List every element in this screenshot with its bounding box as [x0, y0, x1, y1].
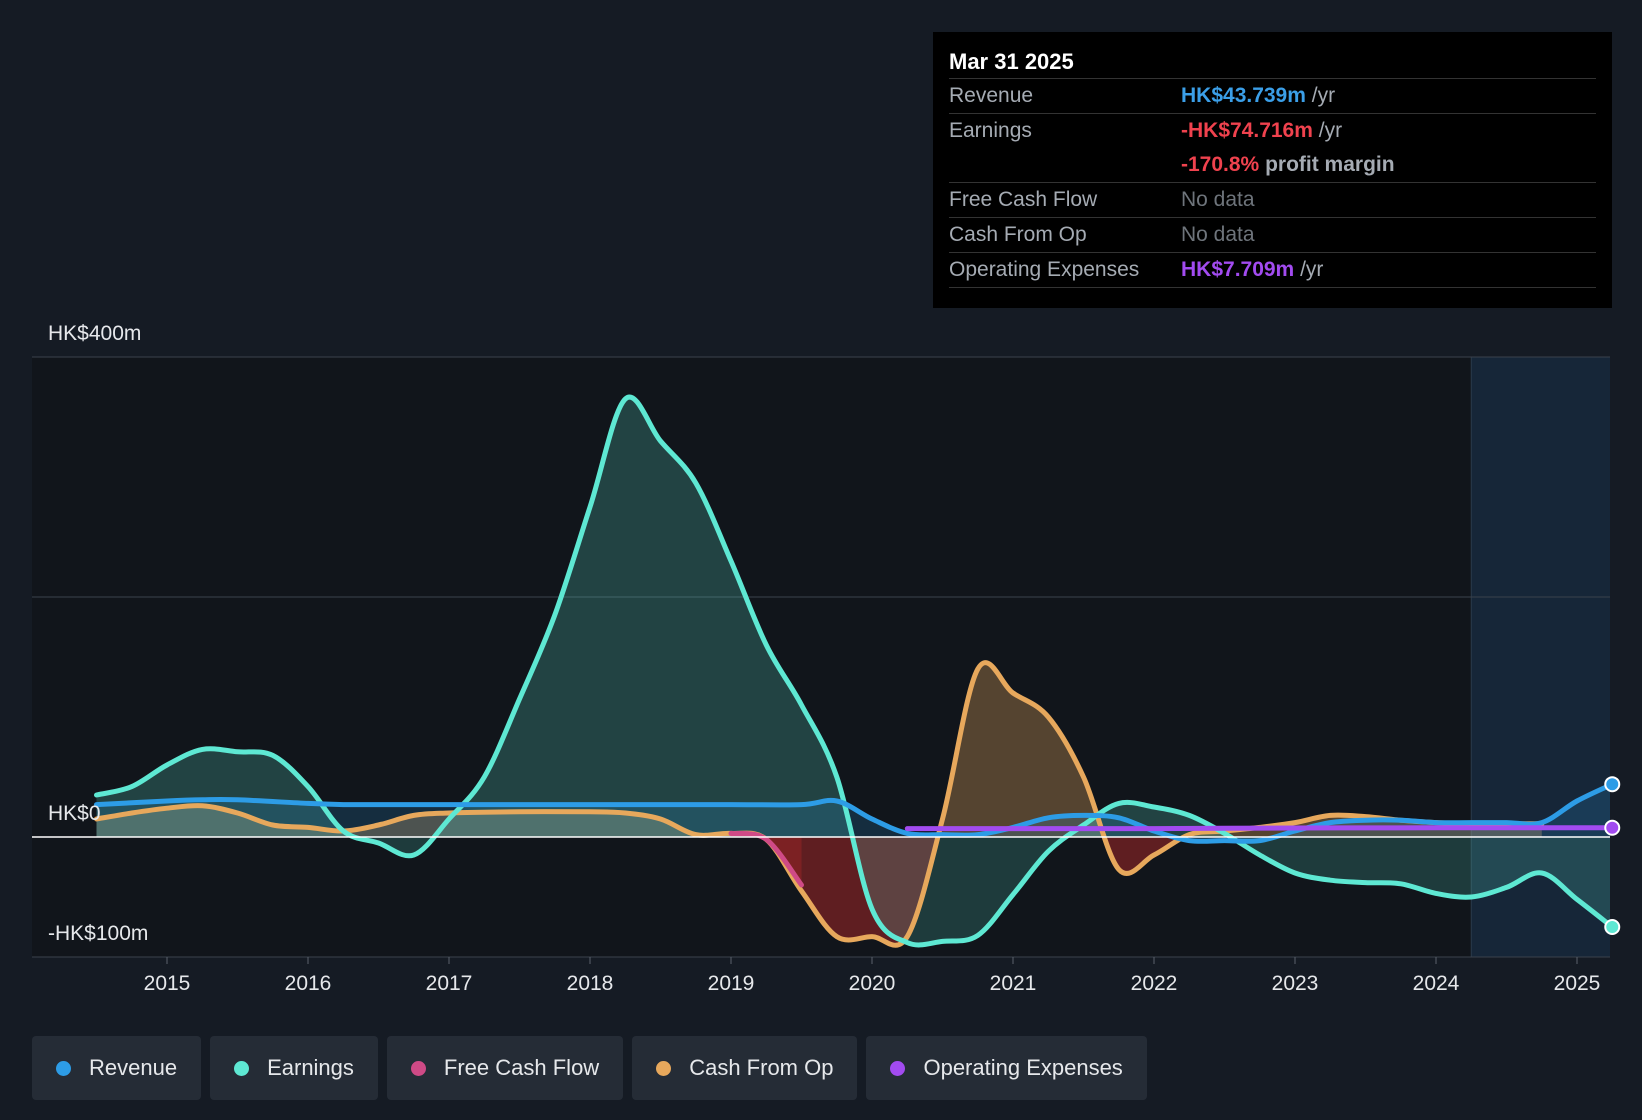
opex-value: HK$7.709m — [1181, 258, 1295, 281]
series-lines — [32, 394, 1615, 948]
x-tick-label-2019: 2019 — [708, 972, 755, 995]
legend-label-earnings: Earnings — [267, 1055, 354, 1080]
area-cash-from-op-negative — [96, 837, 1542, 946]
tooltip-date: Mar 31 2025 — [949, 46, 1596, 79]
margin-text: profit margin — [1265, 153, 1395, 176]
y-label-top: HK$400m — [48, 322, 141, 345]
x-tick-label-2016: 2016 — [285, 972, 332, 995]
opex-label: Operating Expenses — [949, 258, 1140, 281]
cash-from-op-dot-icon — [656, 1060, 672, 1076]
tooltip-row-opex: Operating Expenses HK$7.709m /yr — [949, 253, 1596, 288]
grid-lines — [32, 356, 1610, 958]
forecast-region — [1471, 357, 1610, 957]
legend-item-operating-expenses[interactable]: Operating Expenses — [866, 1036, 1147, 1100]
legend-label-free-cash-flow: Free Cash Flow — [443, 1055, 600, 1080]
line-cash-from-op — [94, 660, 1545, 948]
legend-item-earnings[interactable]: Earnings — [210, 1036, 378, 1100]
tooltip-row-revenue: Revenue HK$43.739m /yr — [949, 79, 1596, 114]
tooltip-row-fcf: Free Cash Flow No data — [949, 183, 1596, 218]
legend-item-cash-from-op[interactable]: Cash From Op — [632, 1036, 858, 1100]
earnings-label: Earnings — [949, 119, 1032, 142]
revenue-value: HK$43.739m — [1181, 84, 1306, 107]
fcf-label: Free Cash Flow — [949, 188, 1098, 211]
x-axis-ticks: 2015 2016 2017 2018 2019 2020 2021 2022 2023 2024… — [144, 957, 1601, 995]
margin-value: -170.8% — [1181, 153, 1260, 176]
line-free-cash-flow — [728, 830, 804, 888]
tooltip-panel: Mar 31 2025 Revenue HK$43.739m /yr Earni… — [933, 32, 1612, 308]
cfo-value: No data — [1181, 223, 1255, 246]
legend-label-revenue: Revenue — [89, 1055, 178, 1080]
line-revenue — [94, 781, 1615, 844]
free-cash-flow-dot-icon — [410, 1060, 426, 1076]
x-tick-label-2015: 2015 — [144, 972, 191, 995]
revenue-dot-icon — [56, 1060, 71, 1076]
legend: Revenue Earnings Free Cash Flow Cash Fro… — [32, 1036, 1147, 1100]
x-tick-label-2021: 2021 — [990, 972, 1037, 995]
x-tick-label-2022: 2022 — [1131, 972, 1178, 995]
revenue-label: Revenue — [949, 84, 1034, 107]
earnings-value: -HK$74.716m — [1181, 119, 1313, 142]
x-tick-label-2017: 2017 — [426, 972, 473, 995]
opex-unit: /yr — [1300, 258, 1324, 281]
revenue-unit: /yr — [1311, 84, 1336, 107]
legend-item-revenue[interactable]: Revenue — [32, 1036, 202, 1100]
x-tick-label-2025: 2025 — [1554, 972, 1601, 995]
tooltip-row-margin: -170.8% profit margin — [949, 148, 1596, 183]
legend-item-free-cash-flow[interactable]: Free Cash Flow — [386, 1036, 624, 1100]
end-marker-earnings — [1604, 919, 1621, 935]
x-tick-label-2023: 2023 — [1272, 972, 1319, 995]
area-cash-from-op-positive — [96, 662, 1542, 837]
y-label-bottom: -HK$100m — [48, 922, 148, 945]
fcf-value: No data — [1181, 188, 1255, 211]
y-label-zero: HK$0 — [48, 802, 101, 825]
cfo-label: Cash From Op — [949, 223, 1087, 246]
earnings-dot-icon — [234, 1060, 250, 1076]
line-earnings — [94, 394, 1615, 948]
legend-label-operating-expenses: Operating Expenses — [923, 1055, 1123, 1080]
x-tick-label-2018: 2018 — [567, 972, 614, 995]
earnings-unit: /yr — [1318, 119, 1343, 142]
area-free-cash-flow-negative — [731, 837, 802, 885]
tooltip-row-earnings: Earnings -HK$74.716m /yr — [949, 114, 1596, 148]
end-marker-operating-expenses — [1604, 819, 1621, 836]
x-tick-label-2020: 2020 — [849, 972, 896, 995]
area-earnings-negative — [96, 837, 1610, 945]
area-earnings-positive — [96, 397, 1610, 837]
tooltip-row-cfo: Cash From Op No data — [949, 218, 1596, 253]
operating-expenses-dot-icon — [890, 1060, 906, 1076]
end-marker-revenue — [1604, 776, 1621, 793]
line-operating-expenses — [904, 825, 1615, 832]
end-markers — [1604, 776, 1621, 935]
legend-label-cash-from-op: Cash From Op — [689, 1055, 834, 1080]
x-tick-label-2024: 2024 — [1413, 972, 1460, 995]
